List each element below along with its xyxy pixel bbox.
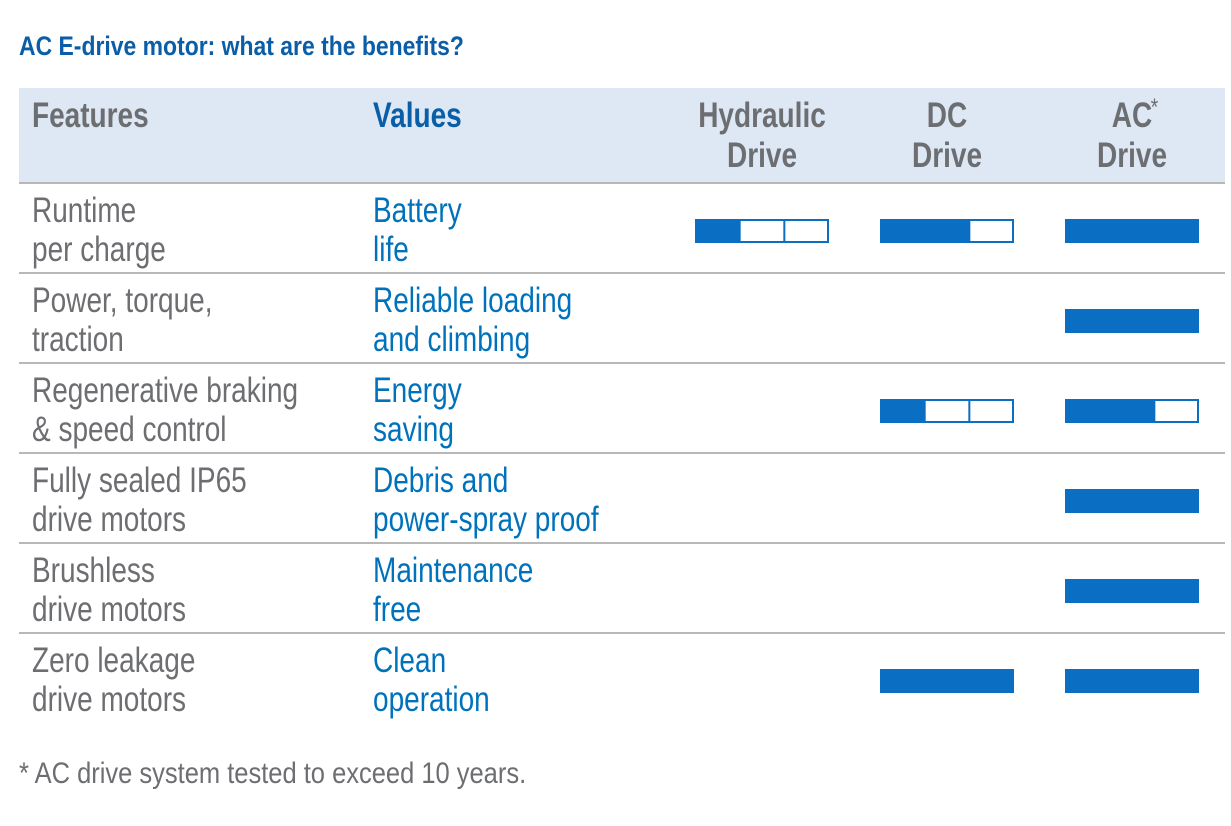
header-band (19, 88, 1225, 183)
value: Clean (373, 640, 446, 680)
feature: drive motors (32, 679, 186, 719)
rating-fill (880, 669, 1014, 693)
drive-header: DC (927, 95, 968, 135)
feature: Zero leakage (32, 640, 195, 680)
rating-bar (880, 219, 1014, 243)
feature: & speed control (32, 409, 227, 449)
drive-header: Drive (727, 135, 797, 175)
feature: traction (32, 319, 124, 359)
value: life (373, 229, 409, 269)
value: and climbing (373, 319, 530, 359)
rating-bar (880, 669, 1014, 693)
drive-header: AC (1112, 95, 1153, 135)
rating-fill (1065, 309, 1199, 333)
rating-fill (1065, 489, 1199, 513)
feature: Fully sealed IP65 (32, 460, 247, 500)
rating-bar (1065, 579, 1199, 603)
feature: Regenerative braking (32, 370, 298, 410)
feature: drive motors (32, 499, 186, 539)
value: Energy (373, 370, 462, 410)
value: operation (373, 679, 490, 719)
feature: Power, torque, (32, 280, 213, 320)
rating-bar (1065, 489, 1199, 513)
feature: drive motors (32, 589, 186, 629)
title: AC E-drive motor: what are the benefits? (19, 31, 464, 61)
rating-fill (880, 399, 925, 423)
rating-fill (695, 219, 740, 243)
rating-bar (1065, 399, 1199, 423)
rating-fill (1065, 669, 1199, 693)
value: Reliable loading (373, 280, 572, 320)
feature: Runtime (32, 190, 136, 230)
drive-header-sup: * (1151, 93, 1159, 121)
value: Battery (373, 190, 462, 230)
rating-bar (1065, 219, 1199, 243)
feature: Brushless (32, 550, 155, 590)
values-header: Values (373, 95, 462, 135)
value: Maintenance (373, 550, 533, 590)
rating-bar (695, 219, 829, 243)
feature: per charge (32, 229, 166, 269)
drive-header: Hydraulic (698, 95, 826, 135)
drive-header: Drive (1097, 135, 1167, 175)
rating-bar (1065, 669, 1199, 693)
value: free (373, 589, 421, 629)
rating-bar (1065, 309, 1199, 333)
rating-bar (880, 399, 1014, 423)
rating-fill (1065, 219, 1199, 243)
value: saving (373, 409, 454, 449)
features-header: Features (32, 95, 149, 135)
value: Debris and (373, 460, 508, 500)
value: power-spray proof (373, 499, 599, 539)
footnote: * AC drive system tested to exceed 10 ye… (19, 756, 526, 789)
rating-fill (1065, 579, 1199, 603)
drive-header: Drive (912, 135, 982, 175)
